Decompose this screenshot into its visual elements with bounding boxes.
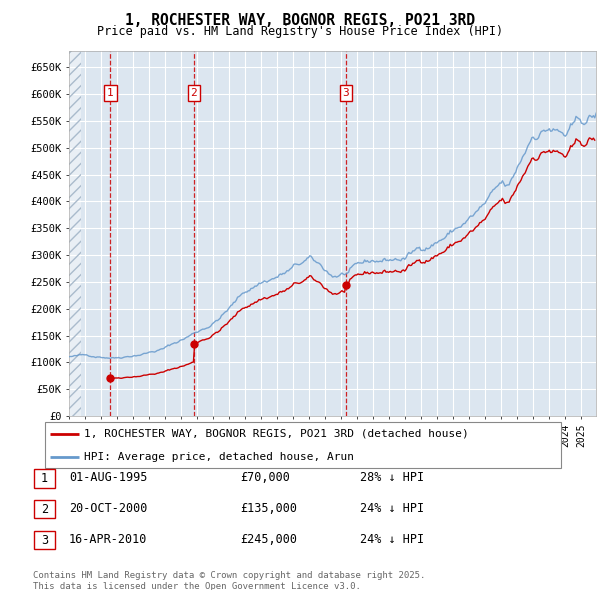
Text: £135,000: £135,000 (240, 502, 297, 515)
Text: £70,000: £70,000 (240, 471, 290, 484)
FancyBboxPatch shape (44, 422, 562, 468)
Text: 28% ↓ HPI: 28% ↓ HPI (360, 471, 424, 484)
Text: 20-OCT-2000: 20-OCT-2000 (69, 502, 148, 515)
FancyBboxPatch shape (34, 470, 55, 487)
Text: HPI: Average price, detached house, Arun: HPI: Average price, detached house, Arun (84, 452, 354, 462)
Text: 2: 2 (41, 503, 48, 516)
Text: 1: 1 (41, 472, 48, 485)
Text: 3: 3 (343, 88, 349, 99)
FancyBboxPatch shape (34, 532, 55, 549)
Text: 2: 2 (190, 88, 197, 99)
FancyBboxPatch shape (34, 500, 55, 518)
Text: 3: 3 (41, 534, 48, 547)
Text: £245,000: £245,000 (240, 533, 297, 546)
Text: 01-AUG-1995: 01-AUG-1995 (69, 471, 148, 484)
Text: 1, ROCHESTER WAY, BOGNOR REGIS, PO21 3RD (detached house): 1, ROCHESTER WAY, BOGNOR REGIS, PO21 3RD… (84, 429, 469, 439)
Text: Price paid vs. HM Land Registry's House Price Index (HPI): Price paid vs. HM Land Registry's House … (97, 25, 503, 38)
Text: 1: 1 (107, 88, 114, 99)
Text: 24% ↓ HPI: 24% ↓ HPI (360, 502, 424, 515)
Text: 24% ↓ HPI: 24% ↓ HPI (360, 533, 424, 546)
Text: 1, ROCHESTER WAY, BOGNOR REGIS, PO21 3RD: 1, ROCHESTER WAY, BOGNOR REGIS, PO21 3RD (125, 13, 475, 28)
Text: 16-APR-2010: 16-APR-2010 (69, 533, 148, 546)
Text: Contains HM Land Registry data © Crown copyright and database right 2025.
This d: Contains HM Land Registry data © Crown c… (33, 571, 425, 590)
